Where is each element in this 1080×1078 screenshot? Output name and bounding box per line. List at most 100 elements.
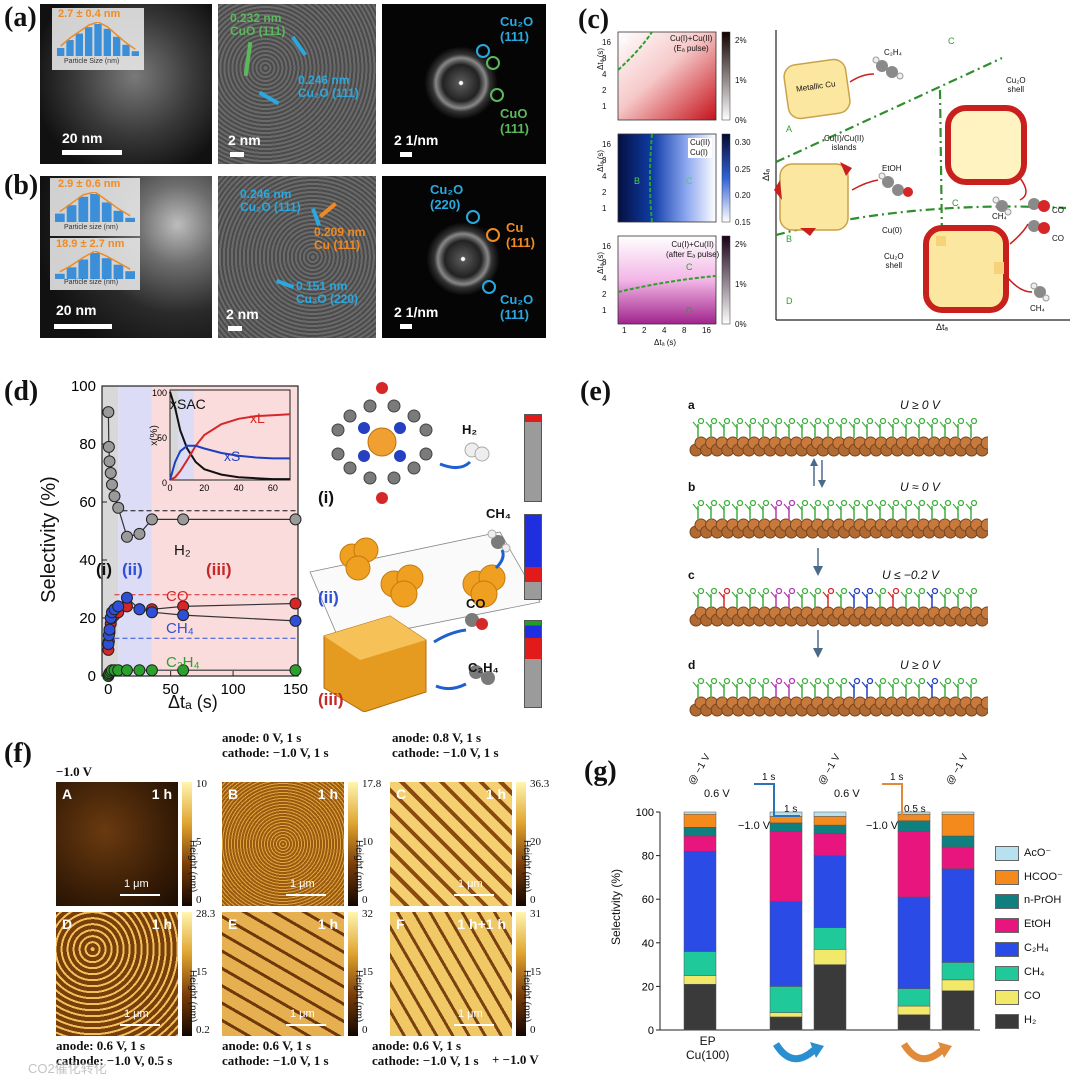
height-colorbar	[348, 782, 358, 906]
colorbar-tick: 2%	[735, 36, 747, 45]
colorbar-tick: 10	[196, 778, 207, 790]
bar-segment-n-PrOH	[941, 835, 975, 848]
panel-b-haadf-image: 2.9 ± 0.6 nm Particle size (nm) 18.9 ± 2…	[40, 176, 212, 338]
adsorbate-atom	[892, 587, 900, 595]
adsorbate-bond	[939, 503, 946, 511]
colorbar-tick: 15	[362, 966, 373, 978]
adsorbate-bond	[692, 681, 699, 689]
etoh-molecule	[878, 172, 913, 197]
struct-label-iii: (iii)	[318, 690, 344, 709]
colorbar-tick: 28.3	[196, 908, 216, 920]
afm-image: A 1 h 1 μm	[56, 782, 178, 906]
y-tick-label: 100	[71, 378, 96, 395]
region-iii-label: (iii)	[206, 560, 232, 579]
colorbar-tick: 36.3	[530, 778, 550, 790]
adsorbate-bond	[744, 591, 751, 599]
afm-image: E 1 h 1 μm	[222, 912, 344, 1036]
size-distribution-inset-2: 18.9 ± 2.7 nm Particle size (nm)	[50, 238, 140, 290]
inset-curve-xsac	[169, 391, 290, 481]
inset-frame	[169, 389, 291, 481]
x-tick-label: 0	[104, 681, 112, 694]
height-axis-label: Height (nm)	[187, 840, 198, 893]
bar-segment-CO	[897, 1005, 931, 1015]
adsorbate-atom	[944, 499, 952, 507]
region-i-label: (i)	[96, 560, 113, 579]
afm-time: 1 h	[151, 786, 172, 802]
adsorbate-atom	[723, 677, 731, 685]
afm-letter: F	[396, 916, 405, 932]
adsorbate-atom	[944, 677, 952, 685]
adsorbate-atom	[814, 677, 822, 685]
adsorbate-atom	[892, 677, 900, 685]
adsorbate-bond	[874, 591, 881, 599]
struct-product-h2: H₂	[462, 422, 478, 437]
map-cu-oxide-during-pulse	[617, 31, 717, 121]
adsorbate-bond	[913, 681, 920, 689]
adsorbate-bond	[770, 421, 777, 429]
histogram-bar	[103, 28, 111, 56]
histogram-bar	[57, 48, 65, 56]
cu-spacing-label: 0.209 nm Cu (111)	[314, 225, 366, 252]
height-axis-label: Height (nm)	[187, 970, 198, 1023]
adsorbate-atom	[970, 677, 978, 685]
colorbar-tick: 0.2	[196, 1024, 210, 1036]
y-tick-label: 0	[648, 1025, 654, 1037]
adsorbate-bond	[770, 591, 777, 599]
cu-surface-slab	[689, 587, 988, 627]
histogram-bar	[90, 253, 100, 279]
bar-segment-H₂	[941, 990, 975, 1031]
afm-time: 1 h	[151, 916, 172, 932]
pulse1-low: −1.0 V	[738, 820, 771, 832]
map2-region-letter: C	[686, 176, 693, 186]
adsorbate-atom	[736, 587, 744, 595]
reversible-arrow	[810, 458, 826, 488]
histogram-xlabel: Particle Size (nm)	[64, 58, 120, 65]
adsorbate-bond	[757, 503, 764, 511]
data-point-h2	[103, 455, 116, 468]
data-point-h2	[289, 513, 302, 526]
inset-y-tick-label: 0	[162, 478, 167, 488]
adsorbate-bond	[822, 503, 829, 511]
adsorbate-bond	[718, 421, 725, 429]
ch4-molecule	[487, 529, 511, 553]
legend-label: n-PrOH	[1024, 894, 1062, 906]
map-y-tick: 8	[602, 156, 607, 165]
adsorbate-atom	[736, 499, 744, 507]
y-tick-label: 100	[636, 807, 654, 819]
data-point-c2h4	[145, 664, 158, 677]
histogram-bar	[90, 194, 100, 222]
adsorbate-atom	[840, 417, 848, 425]
scale-bar-label: 1 μm	[124, 1008, 149, 1020]
adsorbate-bond	[952, 421, 959, 429]
distribution-fit-curve	[59, 192, 131, 217]
data-point-ch4	[177, 609, 190, 622]
adsorbate-atom	[879, 417, 887, 425]
series-label-co: CO	[166, 588, 189, 605]
x-tick-label: 100	[221, 681, 246, 694]
data-point-ch4	[103, 623, 116, 636]
adsorbate-atom	[827, 417, 835, 425]
adsorbate-atom	[736, 677, 744, 685]
adsorbate-atom	[723, 499, 731, 507]
boundary-line	[617, 275, 717, 293]
histogram-bar	[122, 44, 130, 56]
fft-label-cu2o-220: Cu₂O (220)	[430, 182, 464, 212]
colorbar-tick: 0.15	[735, 218, 751, 227]
map1-region-letter: A	[622, 37, 628, 46]
histogram-bar	[55, 273, 65, 279]
adsorbate-atom	[749, 587, 757, 595]
afm-letter: C	[396, 786, 407, 802]
adsorbate-bond	[744, 681, 751, 689]
scale-bar	[286, 1024, 326, 1026]
bar-segment-CO	[683, 975, 717, 985]
pulse2-t2: 0.5 s	[904, 804, 926, 815]
inset-x-tick-label: 60	[268, 483, 278, 493]
cu-atom	[980, 436, 988, 450]
data-point-co	[289, 597, 302, 610]
adsorbate-atom	[762, 587, 770, 595]
scale-bar-label: 2 1/nm	[394, 132, 439, 148]
boundary-line	[617, 31, 653, 71]
bar-segment-C₂H₄	[897, 896, 931, 989]
adsorbate-atom	[866, 417, 874, 425]
map-x-tick: 2	[642, 326, 647, 335]
